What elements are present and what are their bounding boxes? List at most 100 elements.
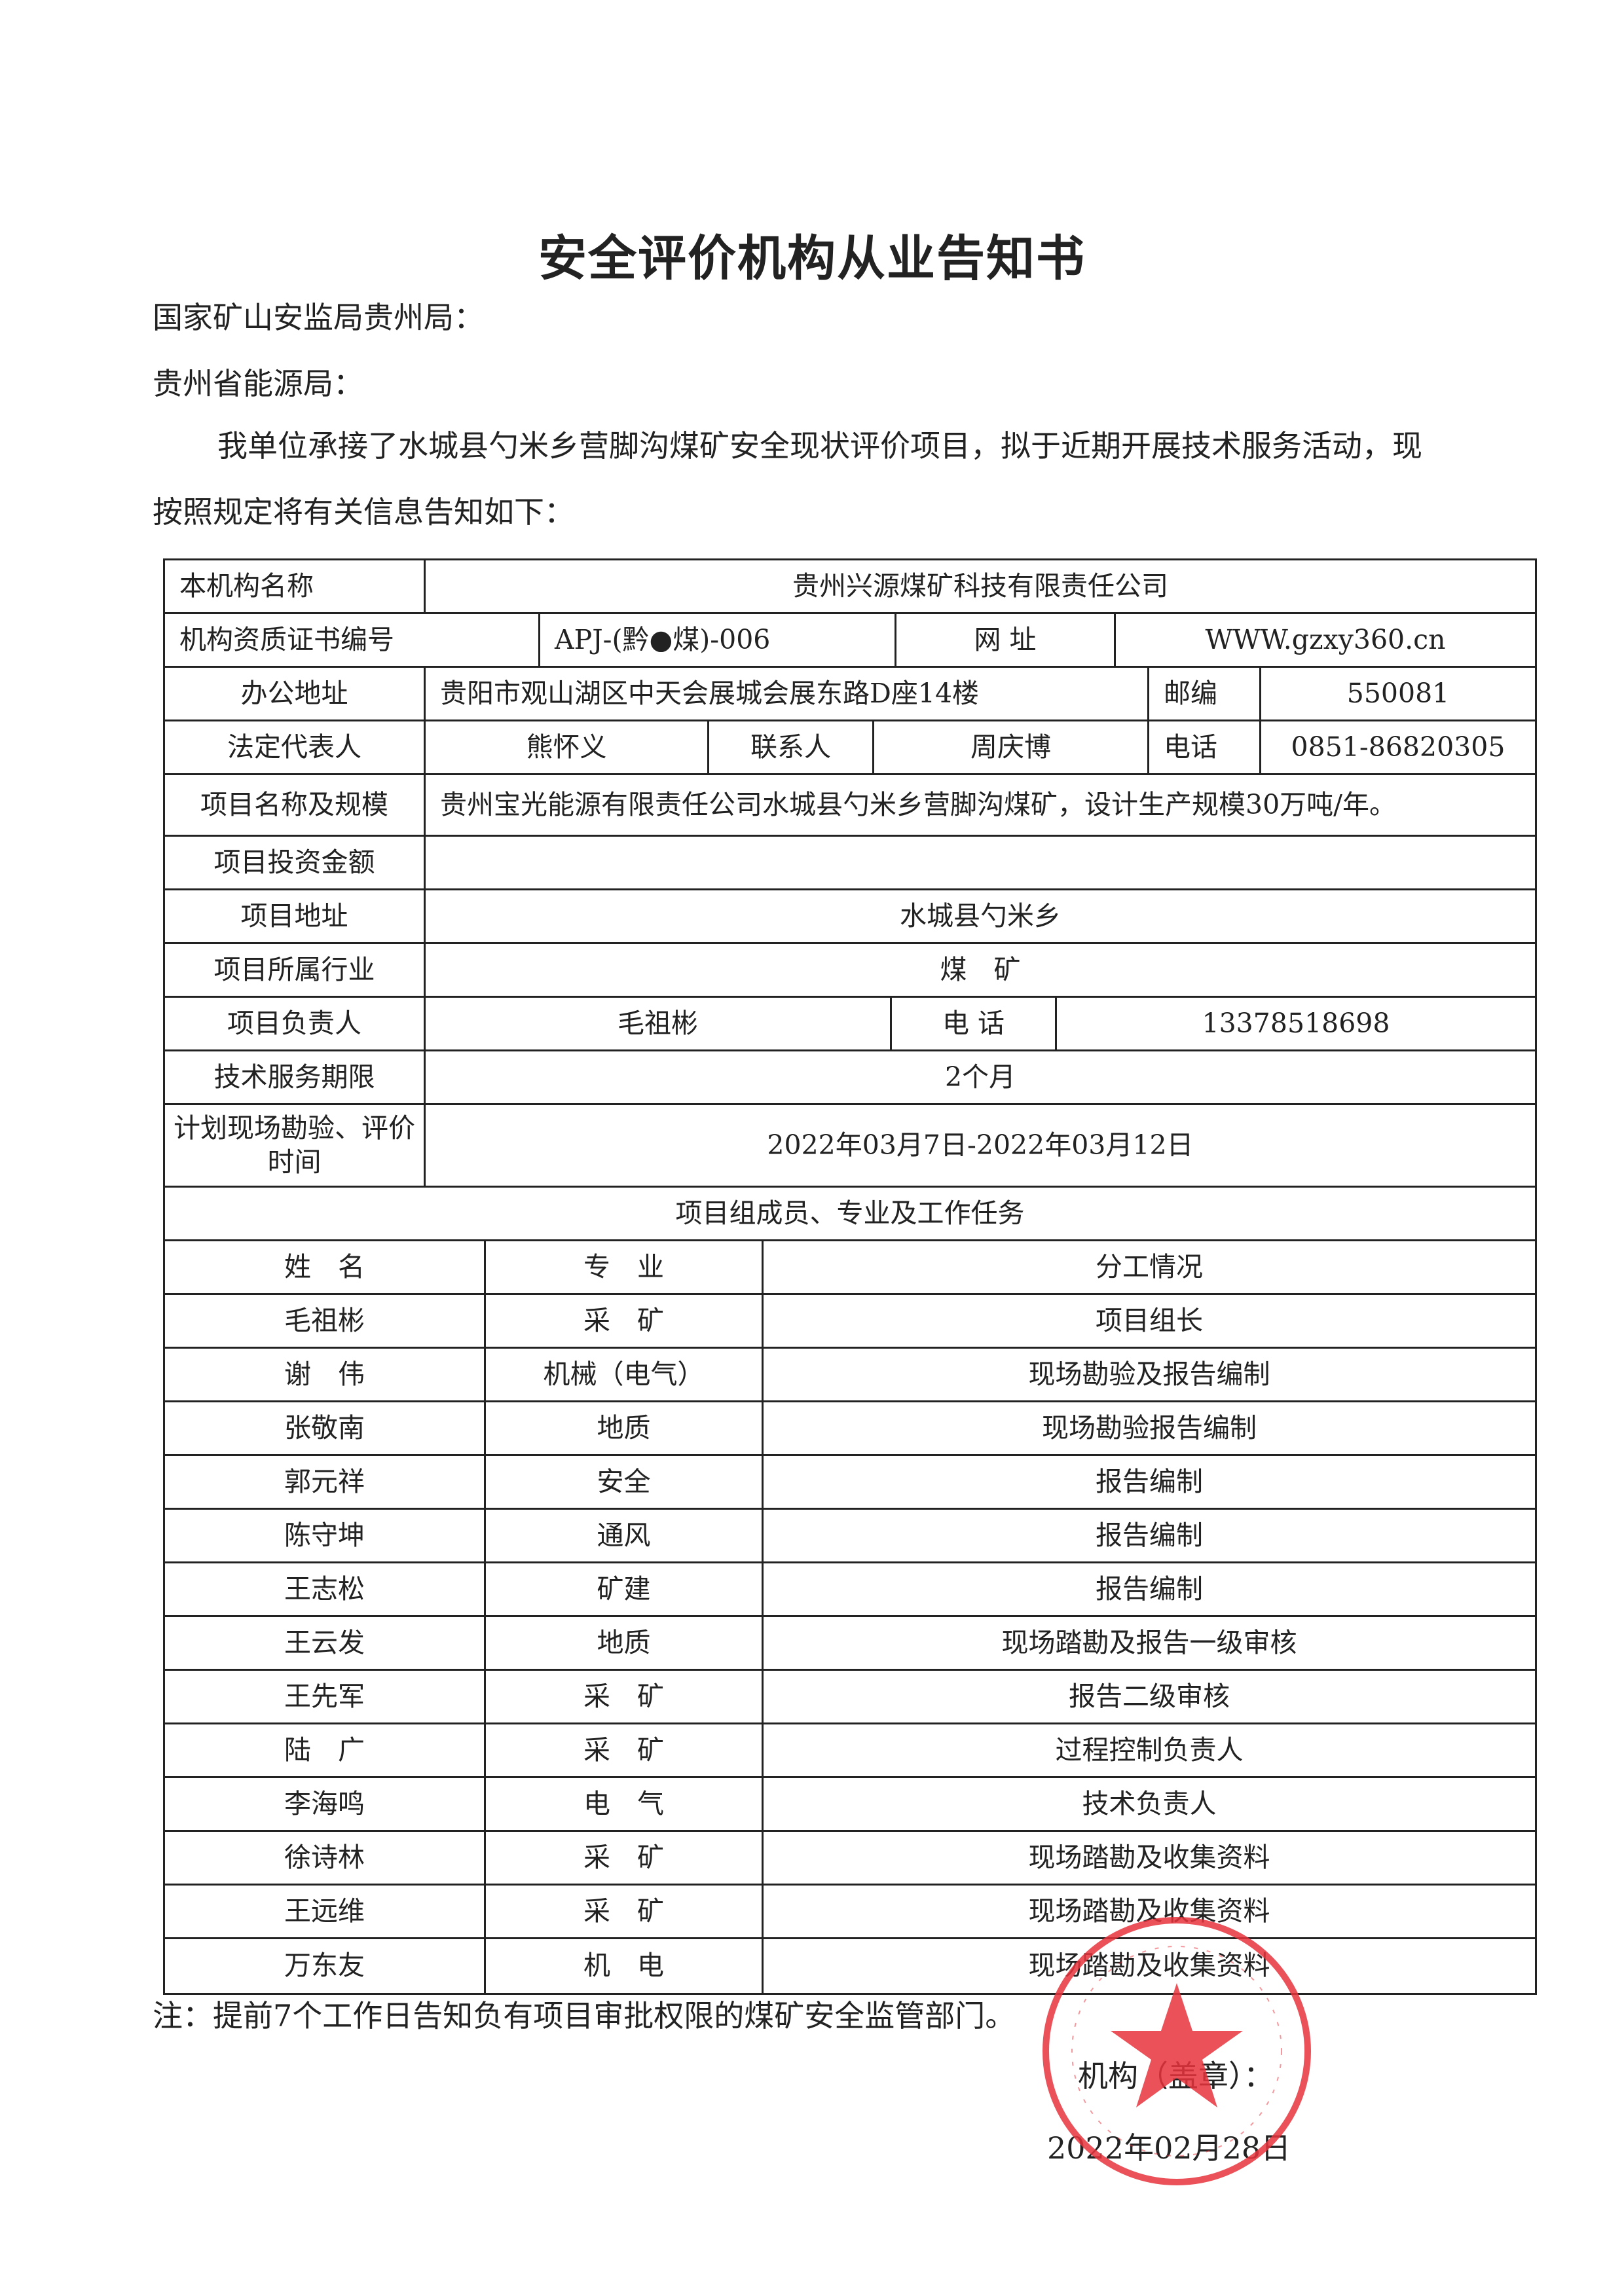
member-task: 项目组长	[1096, 1304, 1203, 1336]
member-task: 报告编制	[1096, 1465, 1203, 1497]
note: 注：提前7个工作日告知负有项目审批权限的煤矿安全监管部门。	[153, 1998, 1016, 2033]
legal-rep: 熊怀义	[426, 721, 709, 773]
row-project: 项目名称及规模 贵州宝光能源有限责任公司水城县勺米乡营脚沟煤矿，设计生产规模30…	[165, 775, 1535, 837]
member-specialty: 地质	[486, 1617, 764, 1669]
phone: 0851-86820305	[1291, 731, 1505, 763]
member-name: 郭元祥	[165, 1456, 486, 1508]
website: WWW.gzxy360.cn	[1205, 623, 1446, 655]
member-row: 陆 广采 矿 过程控制负责人	[165, 1724, 1535, 1778]
member-row: 毛祖彬采 矿 项目组长	[165, 1295, 1535, 1349]
member-task: 报告编制	[1096, 1573, 1203, 1605]
contact: 周庆博	[874, 721, 1149, 773]
member-row: 王志松 矿建 报告编制	[165, 1563, 1535, 1617]
member-specialty: 采 矿	[486, 1832, 764, 1884]
members-title: 项目组成员、专业及工作任务	[675, 1197, 1025, 1229]
header-name: 姓 名	[165, 1241, 486, 1293]
member-name: 王云发	[165, 1617, 486, 1669]
label: 机构资质证书编号	[165, 614, 540, 666]
member-task: 现场勘验及报告编制	[1028, 1358, 1270, 1390]
member-specialty: 矿建	[486, 1563, 764, 1615]
member-specialty: 机 电	[486, 1939, 764, 1993]
org-name: 贵州兴源煤矿科技有限责任公司	[792, 570, 1168, 602]
member-task: 现场踏勘及收集资料	[1028, 1895, 1270, 1927]
label: 项目地址	[165, 890, 426, 942]
leader: 毛祖彬	[426, 998, 892, 1049]
label: 法定代表人	[165, 721, 426, 773]
body-line-1: 我单位承接了水城县勺米乡营脚沟煤矿安全现状评价项目，拟于近期开展技术服务活动，现	[217, 428, 1422, 464]
recipient-2: 贵州省能源局：	[153, 366, 363, 401]
member-specialty: 采 矿	[486, 1886, 764, 1937]
members-header: 姓 名 专 业 分工情况	[165, 1241, 1535, 1295]
label: 计划现场勘验、评价时间	[165, 1105, 426, 1186]
project: 贵州宝光能源有限责任公司水城县勺米乡营脚沟煤矿，设计生产规模30万吨/年。	[440, 788, 1396, 820]
member-specialty: 地质	[486, 1402, 764, 1454]
label: 电 话	[892, 998, 1057, 1049]
member-name: 张敬南	[165, 1402, 486, 1454]
industry: 煤 矿	[940, 953, 1021, 985]
body-line-2: 按照规定将有关信息告知如下：	[153, 494, 574, 530]
label: 项目投资金额	[165, 837, 426, 888]
header-task: 分工情况	[1096, 1250, 1203, 1283]
member-name: 毛祖彬	[165, 1295, 486, 1347]
row-members-title: 项目组成员、专业及工作任务	[165, 1188, 1535, 1241]
member-task: 技术负责人	[1082, 1787, 1217, 1819]
member-task: 报告二级审核	[1069, 1680, 1230, 1712]
member-name: 陈守坤	[165, 1510, 486, 1561]
member-task: 现场踏勘及收集资料	[1028, 1950, 1270, 1982]
row-schedule: 计划现场勘验、评价时间 2022年03月7日-2022年03月12日	[165, 1105, 1535, 1188]
address: 贵阳市观山湖区中天会展城会展东路D座14楼	[426, 668, 1149, 720]
project-address: 水城县勺米乡	[900, 900, 1061, 932]
member-row: 陈守坤 通风 报告编制	[165, 1510, 1535, 1563]
member-name: 万东友	[165, 1939, 486, 1993]
member-specialty: 安全	[486, 1456, 764, 1508]
page-title: 安全评价机构从业告知书	[538, 230, 1086, 287]
member-specialty: 电 气	[486, 1778, 764, 1830]
member-name: 陆 广	[165, 1724, 486, 1776]
member-task: 现场勘验报告编制	[1042, 1412, 1257, 1444]
member-name: 王先军	[165, 1671, 486, 1722]
row-cert: 机构资质证书编号 APJ-(黔●煤)-006 网 址 WWW.gzxy360.c…	[165, 614, 1535, 668]
row-industry: 项目所属行业 煤 矿	[165, 944, 1535, 998]
leader-phone: 13378518698	[1202, 1007, 1390, 1039]
seal-label: 机构（盖章）：	[1078, 2058, 1274, 2094]
member-row: 郭元祥 安全 报告编制	[165, 1456, 1535, 1510]
member-task: 现场踏勘及收集资料	[1028, 1841, 1270, 1873]
period: 2个月	[944, 1061, 1016, 1093]
member-row: 谢 伟机械（电气） 现场勘验及报告编制	[165, 1349, 1535, 1402]
postcode: 550081	[1346, 677, 1450, 709]
label: 电话	[1149, 721, 1261, 773]
label: 网 址	[896, 614, 1116, 666]
member-name: 王志松	[165, 1563, 486, 1615]
label: 项目所属行业	[165, 944, 426, 996]
label: 项目负责人	[165, 998, 426, 1049]
member-name: 李海鸣	[165, 1778, 486, 1830]
label: 办公地址	[165, 668, 426, 720]
member-row: 王云发 地质 现场踏勘及报告一级审核	[165, 1617, 1535, 1671]
label: 联系人	[709, 721, 874, 773]
member-row: 李海鸣电 气 技术负责人	[165, 1778, 1535, 1832]
investment	[426, 837, 1535, 888]
label: 技术服务期限	[165, 1051, 426, 1103]
member-row: 徐诗林采 矿 现场踏勘及收集资料	[165, 1832, 1535, 1886]
label: 项目名称及规模	[165, 775, 426, 835]
label: 本机构名称	[165, 560, 426, 612]
member-task: 现场踏勘及报告一级审核	[1001, 1626, 1297, 1658]
row-legal: 法定代表人 熊怀义 联系人 周庆博 电话 0851-86820305	[165, 721, 1535, 775]
member-task: 报告编制	[1096, 1519, 1203, 1551]
row-project-address: 项目地址 水城县勺米乡	[165, 890, 1535, 944]
notice-table: 本机构名称 贵州兴源煤矿科技有限责任公司 机构资质证书编号 APJ-(黔●煤)-…	[163, 558, 1537, 1995]
row-investment: 项目投资金额	[165, 837, 1535, 890]
row-period: 技术服务期限 2个月	[165, 1051, 1535, 1105]
row-leader: 项目负责人 毛祖彬 电 话 13378518698	[165, 998, 1535, 1051]
member-specialty: 通风	[486, 1510, 764, 1561]
header-specialty: 专 业	[486, 1241, 764, 1293]
member-row: 王先军采 矿 报告二级审核	[165, 1671, 1535, 1724]
member-specialty: 采 矿	[486, 1724, 764, 1776]
member-specialty: 机械（电气）	[486, 1349, 764, 1400]
member-name: 徐诗林	[165, 1832, 486, 1884]
row-address: 办公地址 贵阳市观山湖区中天会展城会展东路D座14楼 邮编 550081	[165, 668, 1535, 721]
member-row: 张敬南 地质 现场勘验报告编制	[165, 1402, 1535, 1456]
member-specialty: 采 矿	[486, 1295, 764, 1347]
date: 2022年02月28日	[1047, 2130, 1291, 2166]
row-org-name: 本机构名称 贵州兴源煤矿科技有限责任公司	[165, 560, 1535, 614]
